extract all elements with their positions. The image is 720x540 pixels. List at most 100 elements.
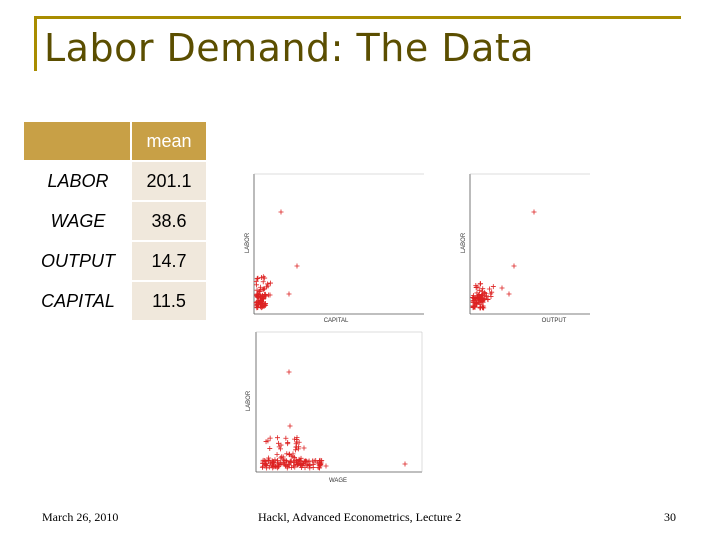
scatter-marker — [292, 455, 298, 461]
scatter-marker — [301, 445, 307, 451]
scatter-marker — [477, 296, 483, 302]
scatter-marker — [278, 209, 284, 215]
row-value-wage: 38.6 — [132, 202, 206, 242]
scatter-marker — [294, 263, 300, 269]
scatter-marker — [267, 445, 273, 451]
scatter-marker — [263, 300, 269, 306]
scatter-marker — [260, 274, 266, 280]
title-frame — [34, 16, 681, 71]
scatter-marker — [283, 435, 289, 441]
scatter-marker — [473, 301, 479, 307]
row-label-capital: CAPITAL — [24, 282, 132, 322]
x-axis-label: OUTPUT — [542, 318, 567, 324]
scatter-marker — [278, 446, 284, 452]
scatter-marker — [474, 290, 480, 296]
scatter-marker — [283, 458, 289, 464]
table-header-row: mean — [24, 122, 206, 162]
x-axis-label: WAGE — [329, 478, 347, 484]
scatter-marker — [479, 288, 485, 294]
scatter-marker — [288, 464, 294, 470]
scatter-marker — [511, 263, 517, 269]
scatter-marker — [293, 458, 299, 464]
scatter-marker — [297, 462, 303, 468]
table-header-blank — [24, 122, 132, 162]
scatter-marker — [275, 440, 281, 446]
scatter-marker — [294, 437, 300, 443]
scatter-marker — [254, 293, 260, 299]
scatter-marker — [470, 300, 476, 306]
row-label-wage: WAGE — [24, 202, 132, 242]
scatter-marker — [471, 304, 477, 310]
scatter-points — [470, 209, 537, 311]
scatter-marker — [254, 305, 260, 311]
scatter-marker — [283, 463, 289, 469]
scatter-marker — [485, 296, 491, 302]
row-value-output: 14.7 — [132, 242, 206, 282]
scatter-marker — [287, 423, 293, 429]
table-row: CAPITAL 11.5 — [24, 282, 206, 322]
scatter-marker — [284, 459, 290, 465]
scatter-marker — [268, 280, 274, 286]
table-header-mean: mean — [132, 122, 206, 162]
scatter-marker — [272, 457, 278, 463]
scatter-marker — [293, 441, 299, 447]
scatter-marker — [265, 438, 271, 444]
scatter-marker — [482, 290, 488, 296]
scatter-marker — [271, 460, 277, 466]
scatter-marker — [477, 287, 483, 293]
scatter-marker — [489, 289, 495, 295]
scatter-marker — [255, 275, 261, 281]
table-row: WAGE 38.6 — [24, 202, 206, 242]
scatter-marker — [286, 452, 292, 458]
scatter-marker — [267, 435, 273, 441]
scatter-marker — [301, 458, 307, 464]
scatter-marker — [267, 292, 273, 298]
scatter-marker — [478, 281, 484, 287]
scatter-marker — [310, 461, 316, 467]
scatter-marker — [506, 291, 512, 297]
scatter-marker — [477, 301, 483, 307]
scatter-labor-output: OUTPUT LABOR — [461, 173, 590, 324]
scatter-marker — [295, 446, 301, 452]
scatter-marker — [486, 286, 492, 292]
scatter-marker — [256, 288, 262, 294]
scatter-marker — [474, 295, 480, 301]
summary-table: mean LABOR 201.1 WAGE 38.6 OUTPUT 14.7 C… — [24, 122, 206, 322]
scatter-points — [259, 369, 408, 471]
scatter-marker — [298, 455, 304, 461]
scatter-marker — [263, 461, 269, 467]
scatter-marker — [265, 283, 271, 289]
row-label-output: OUTPUT — [24, 242, 132, 282]
scatter-marker — [318, 461, 324, 467]
scatter-marker — [286, 291, 292, 297]
y-axis-label: LABOR — [246, 390, 252, 411]
scatter-marker — [264, 465, 270, 471]
y-axis-label: LABOR — [461, 232, 467, 253]
scatter-marker — [255, 299, 261, 305]
footer-center: Hackl, Advanced Econometrics, Lecture 2 — [258, 510, 462, 524]
table-row: LABOR 201.1 — [24, 162, 206, 202]
scatter-labor-capital: CAPITAL LABOR — [245, 173, 424, 324]
scatter-marker — [272, 463, 278, 469]
scatter-marker — [499, 285, 505, 291]
scatter-marker — [263, 293, 269, 299]
scatter-marker — [268, 462, 274, 468]
scatter-marker — [274, 435, 280, 441]
table-row: OUTPUT 14.7 — [24, 242, 206, 282]
row-value-labor: 201.1 — [132, 162, 206, 202]
row-value-capital: 11.5 — [132, 282, 206, 322]
scatter-marker — [307, 465, 313, 471]
row-label-labor: LABOR — [24, 162, 132, 202]
scatter-marker — [481, 297, 487, 303]
scatter-marker — [292, 436, 298, 442]
scatter-marker — [280, 454, 286, 460]
scatter-marker — [323, 463, 329, 469]
scatter-points — [253, 209, 300, 311]
scatter-marker — [302, 465, 308, 471]
scatter-marker — [260, 457, 266, 463]
scatter-marker — [470, 294, 476, 300]
scatter-marker — [259, 293, 265, 299]
scatter-marker — [531, 209, 537, 215]
scatter-marker — [266, 455, 272, 461]
scatter-marker — [473, 284, 479, 290]
